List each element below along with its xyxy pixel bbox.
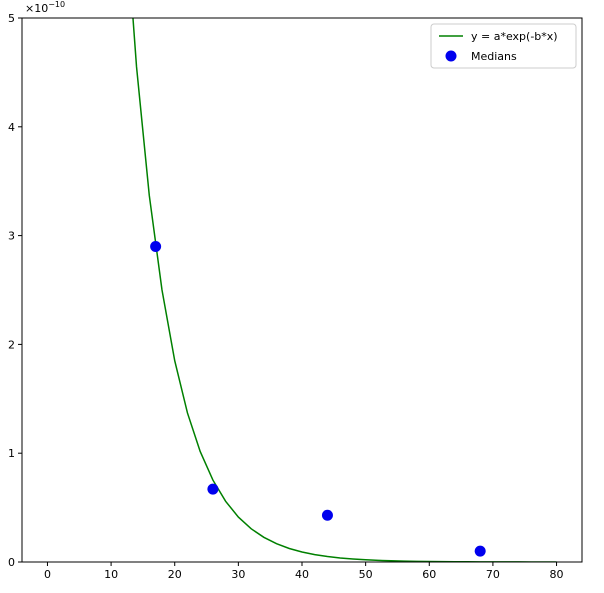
legend-label: y = a*exp(-b*x) (471, 30, 558, 43)
x-tick-label: 60 (422, 568, 436, 581)
y-offset: ×10−10 (25, 0, 65, 15)
median-point (474, 545, 486, 557)
offset-exponent: −10 (48, 0, 65, 9)
x-tick-label: 30 (231, 568, 245, 581)
x-tick-label: 80 (550, 568, 564, 581)
x-tick-label: 40 (295, 568, 309, 581)
x-tick-label: 10 (104, 568, 118, 581)
x-tick-label: 20 (168, 568, 182, 581)
median-point (207, 483, 219, 495)
y-tick-label: 0 (8, 556, 15, 569)
fit-curve (132, 18, 557, 562)
x-tick-label: 70 (486, 568, 500, 581)
axes-frame (21, 17, 583, 563)
median-point (150, 240, 162, 252)
legend-marker (445, 50, 457, 62)
y-tick-label: 4 (8, 121, 15, 134)
legend-box (430, 23, 577, 69)
offset-base: ×10 (25, 2, 48, 15)
x-tick-label: 50 (359, 568, 373, 581)
median-point (321, 509, 333, 521)
x-tick-label: 0 (44, 568, 51, 581)
y-tick-label: 5 (8, 12, 15, 25)
plot-area (132, 18, 557, 562)
y-tick-label: 3 (8, 230, 15, 243)
y-tick-label: 1 (8, 447, 15, 460)
y-tick-label: 2 (8, 338, 15, 351)
legend-label: Medians (471, 50, 517, 63)
